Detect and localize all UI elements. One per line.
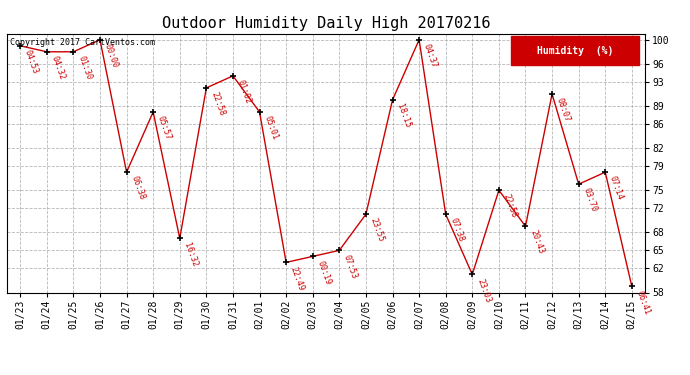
Text: 05:57: 05:57: [156, 115, 173, 141]
Text: 20:43: 20:43: [529, 229, 545, 256]
Text: 16:32: 16:32: [183, 241, 199, 268]
Text: 04:32: 04:32: [50, 55, 66, 81]
Text: 07:14: 07:14: [608, 175, 625, 201]
Text: 04:37: 04:37: [422, 42, 439, 69]
Title: Outdoor Humidity Daily High 20170216: Outdoor Humidity Daily High 20170216: [161, 16, 491, 31]
Text: 01:02: 01:02: [236, 79, 253, 105]
Text: 22:58: 22:58: [502, 193, 519, 219]
Text: 04:53: 04:53: [23, 49, 40, 75]
Text: 08:07: 08:07: [555, 97, 572, 123]
Text: 18:15: 18:15: [395, 103, 413, 129]
Text: 07:38: 07:38: [448, 217, 466, 244]
FancyBboxPatch shape: [511, 36, 639, 65]
Text: 05:01: 05:01: [262, 115, 279, 141]
Text: 22:58: 22:58: [209, 91, 226, 117]
Text: 00:00: 00:00: [103, 42, 120, 69]
Text: 06:41: 06:41: [635, 289, 651, 316]
Text: 23:55: 23:55: [368, 217, 386, 244]
Text: 06:38: 06:38: [129, 175, 146, 201]
Text: 00:19: 00:19: [315, 259, 333, 286]
Text: 03:70: 03:70: [582, 187, 598, 213]
Text: Humidity  (%): Humidity (%): [537, 45, 613, 56]
Text: 01:30: 01:30: [76, 55, 93, 81]
Text: Copyright 2017 CartVentos.com: Copyright 2017 CartVentos.com: [10, 38, 155, 46]
Text: 22:49: 22:49: [289, 265, 306, 292]
Text: 23:03: 23:03: [475, 277, 492, 304]
Text: 07:53: 07:53: [342, 253, 359, 280]
